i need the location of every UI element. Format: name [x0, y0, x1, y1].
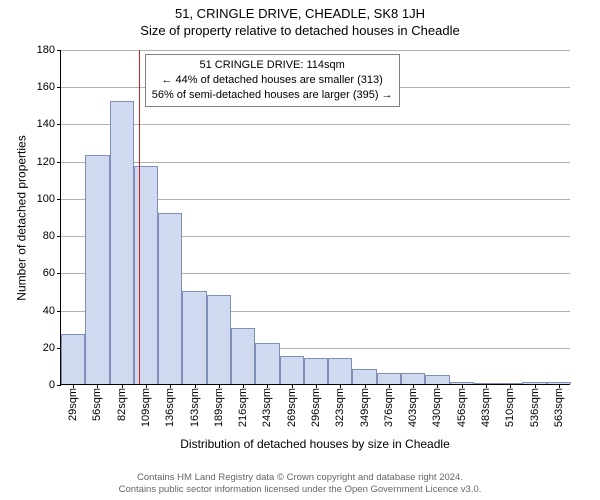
annotation-line: 56% of semi-detached houses are larger (…: [152, 88, 393, 103]
xtick-label: 323sqm: [334, 384, 346, 427]
ytick-mark: [57, 385, 61, 386]
plot-region: 02040608010012014016018029sqm56sqm82sqm1…: [60, 50, 570, 385]
xtick-label: 243sqm: [261, 384, 273, 427]
xtick-label: 563sqm: [553, 384, 565, 427]
ytick-label: 120: [37, 156, 55, 168]
gridline: [61, 162, 570, 163]
bar: [231, 328, 255, 384]
xtick-label: 510sqm: [504, 384, 516, 427]
xtick-label: 56sqm: [91, 384, 103, 421]
gridline: [61, 50, 570, 51]
bar: [280, 356, 304, 384]
ytick-label: 20: [43, 342, 55, 354]
page-subtitle: Size of property relative to detached ho…: [0, 21, 600, 38]
xtick-label: 82sqm: [116, 384, 128, 421]
xtick-label: 189sqm: [213, 384, 225, 427]
ytick-label: 160: [37, 81, 55, 93]
annotation-line: 51 CRINGLE DRIVE: 114sqm: [152, 58, 393, 73]
bar: [522, 382, 546, 384]
bar: [547, 382, 571, 384]
page-title: 51, CRINGLE DRIVE, CHEADLE, SK8 1JH: [0, 0, 600, 21]
bar: [182, 291, 206, 384]
ytick-label: 40: [43, 305, 55, 317]
bar: [207, 295, 231, 384]
reference-line: [139, 50, 140, 384]
bar: [328, 358, 352, 384]
xtick-label: 376sqm: [383, 384, 395, 427]
ytick-label: 180: [37, 44, 55, 56]
xtick-label: 29sqm: [67, 384, 79, 421]
bar: [377, 373, 401, 384]
xtick-label: 483sqm: [480, 384, 492, 427]
xtick-label: 536sqm: [529, 384, 541, 427]
bar: [474, 383, 498, 384]
xtick-label: 296sqm: [310, 384, 322, 427]
annotation-box: 51 CRINGLE DRIVE: 114sqm← 44% of detache…: [145, 54, 400, 107]
bar: [401, 373, 425, 384]
bar: [134, 166, 158, 384]
bar: [425, 375, 449, 384]
bar: [304, 358, 328, 384]
footnote: Contains HM Land Registry data © Crown c…: [0, 472, 600, 496]
bar: [85, 155, 109, 384]
xtick-label: 216sqm: [237, 384, 249, 427]
xtick-label: 109sqm: [140, 384, 152, 427]
bar: [352, 369, 376, 384]
bar: [110, 101, 134, 384]
chart-area: 02040608010012014016018029sqm56sqm82sqm1…: [60, 50, 570, 385]
ytick-label: 60: [43, 267, 55, 279]
chart-container: 51, CRINGLE DRIVE, CHEADLE, SK8 1JH Size…: [0, 0, 600, 500]
footnote-line2: Contains public sector information licen…: [0, 484, 600, 496]
ytick-label: 140: [37, 118, 55, 130]
xtick-label: 269sqm: [286, 384, 298, 427]
x-axis-label: Distribution of detached houses by size …: [60, 437, 570, 451]
bar: [450, 382, 474, 384]
bar: [255, 343, 279, 384]
bar: [61, 334, 85, 384]
ytick-label: 80: [43, 230, 55, 242]
bar: [158, 213, 182, 384]
xtick-label: 163sqm: [189, 384, 201, 427]
annotation-line: ← 44% of detached houses are smaller (31…: [152, 73, 393, 88]
ytick-label: 0: [49, 379, 55, 391]
gridline: [61, 124, 570, 125]
bar: [498, 383, 522, 384]
y-axis-label-wrap: Number of detached properties: [14, 50, 30, 385]
footnote-line1: Contains HM Land Registry data © Crown c…: [0, 472, 600, 484]
xtick-label: 136sqm: [164, 384, 176, 427]
ytick-label: 100: [37, 193, 55, 205]
xtick-label: 456sqm: [456, 384, 468, 427]
xtick-label: 349sqm: [359, 384, 371, 427]
xtick-label: 430sqm: [431, 384, 443, 427]
xtick-label: 403sqm: [407, 384, 419, 427]
y-axis-label: Number of detached properties: [15, 135, 29, 300]
